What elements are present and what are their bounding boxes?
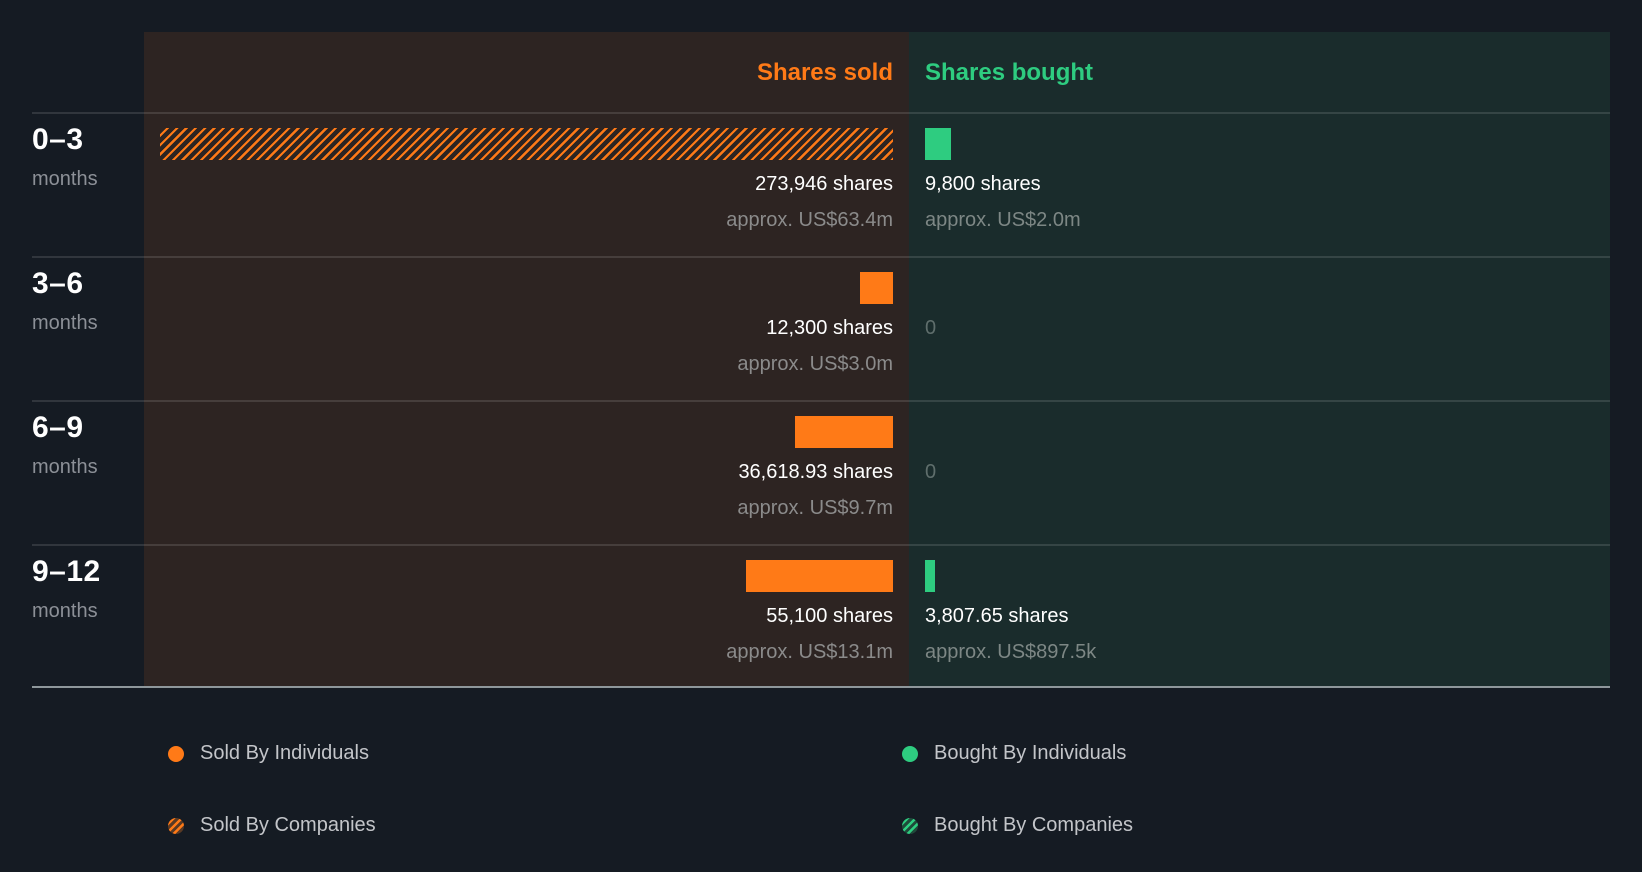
green-hatched-dot-icon — [902, 817, 918, 834]
row-divider — [32, 256, 1610, 258]
row-divider — [32, 400, 1610, 402]
orange-dot-icon — [168, 745, 184, 762]
shares-bought-header: Shares bought — [925, 32, 1525, 113]
sold-approx-value: approx. US$3.0m — [737, 353, 893, 375]
sold-by-individuals-bar[interactable] — [746, 560, 893, 592]
header-divider — [32, 112, 1610, 114]
sold-shares-value: 12,300 shares — [766, 317, 893, 339]
bought-approx-value: approx. US$2.0m — [925, 209, 1081, 231]
period-unit-label: months — [32, 600, 98, 622]
period-row-9-12: 9–12 months 55,100 shares approx. US$13.… — [32, 545, 1610, 689]
period-unit-label: months — [32, 456, 98, 478]
shares-sold-title: Shares sold — [756, 58, 893, 86]
sold-approx-value: approx. US$13.1m — [726, 641, 893, 663]
period-unit-label: months — [32, 168, 98, 190]
chart-baseline — [32, 686, 1610, 688]
bought-approx-value: approx. US$897.5k — [925, 641, 1097, 663]
period-range-label: 9–12 — [32, 555, 101, 588]
orange-hatched-dot-icon — [168, 817, 184, 834]
period-range-label: 6–9 — [32, 411, 84, 444]
period-range-label: 0–3 — [32, 123, 84, 156]
shares-bought-panel — [909, 32, 1610, 687]
sold-by-companies-bar[interactable] — [160, 128, 893, 160]
shares-sold-header: Shares sold — [144, 32, 893, 113]
legend-bought-by-companies[interactable]: Bought By Companies — [902, 814, 1133, 837]
sold-approx-value: approx. US$9.7m — [737, 497, 893, 519]
sold-shares-value: 36,618.93 shares — [738, 461, 893, 483]
legend-bought-by-individuals[interactable]: Bought By Individuals — [902, 742, 1126, 765]
sold-by-individuals-bar[interactable] — [860, 272, 893, 304]
shares-bought-title: Shares bought — [925, 58, 1094, 86]
legend-sold-by-companies[interactable]: Sold By Companies — [168, 814, 376, 837]
row-divider — [32, 544, 1610, 546]
period-range-label: 3–6 — [32, 267, 84, 300]
sold-shares-value: 55,100 shares — [766, 605, 893, 627]
legend-label: Sold By Companies — [200, 814, 376, 836]
bought-shares-value: 3,807.65 shares — [925, 605, 1069, 627]
bought-zero-value: 0 — [925, 317, 937, 339]
legend-label: Sold By Individuals — [200, 742, 369, 764]
bought-by-individuals-bar[interactable] — [925, 560, 935, 592]
legend-label: Bought By Individuals — [934, 742, 1127, 764]
green-dot-icon — [902, 745, 918, 762]
bought-shares-value: 9,800 shares — [925, 173, 1041, 195]
period-unit-label: months — [32, 312, 98, 334]
period-row-3-6: 3–6 months 12,300 shares approx. US$3.0m… — [32, 257, 1610, 401]
sold-by-individuals-bar[interactable] — [795, 416, 893, 448]
bought-zero-value: 0 — [925, 461, 937, 483]
legend-sold-by-individuals[interactable]: Sold By Individuals — [168, 742, 369, 765]
sold-approx-value: approx. US$63.4m — [726, 209, 893, 231]
bought-by-individuals-bar[interactable] — [925, 128, 951, 160]
period-row-0-3: 0–3 months 273,946 shares approx. US$63.… — [32, 113, 1610, 257]
legend-label: Bought By Companies — [934, 814, 1134, 836]
period-row-6-9: 6–9 months 36,618.93 shares approx. US$9… — [32, 401, 1610, 545]
sold-shares-value: 273,946 shares — [755, 173, 893, 195]
